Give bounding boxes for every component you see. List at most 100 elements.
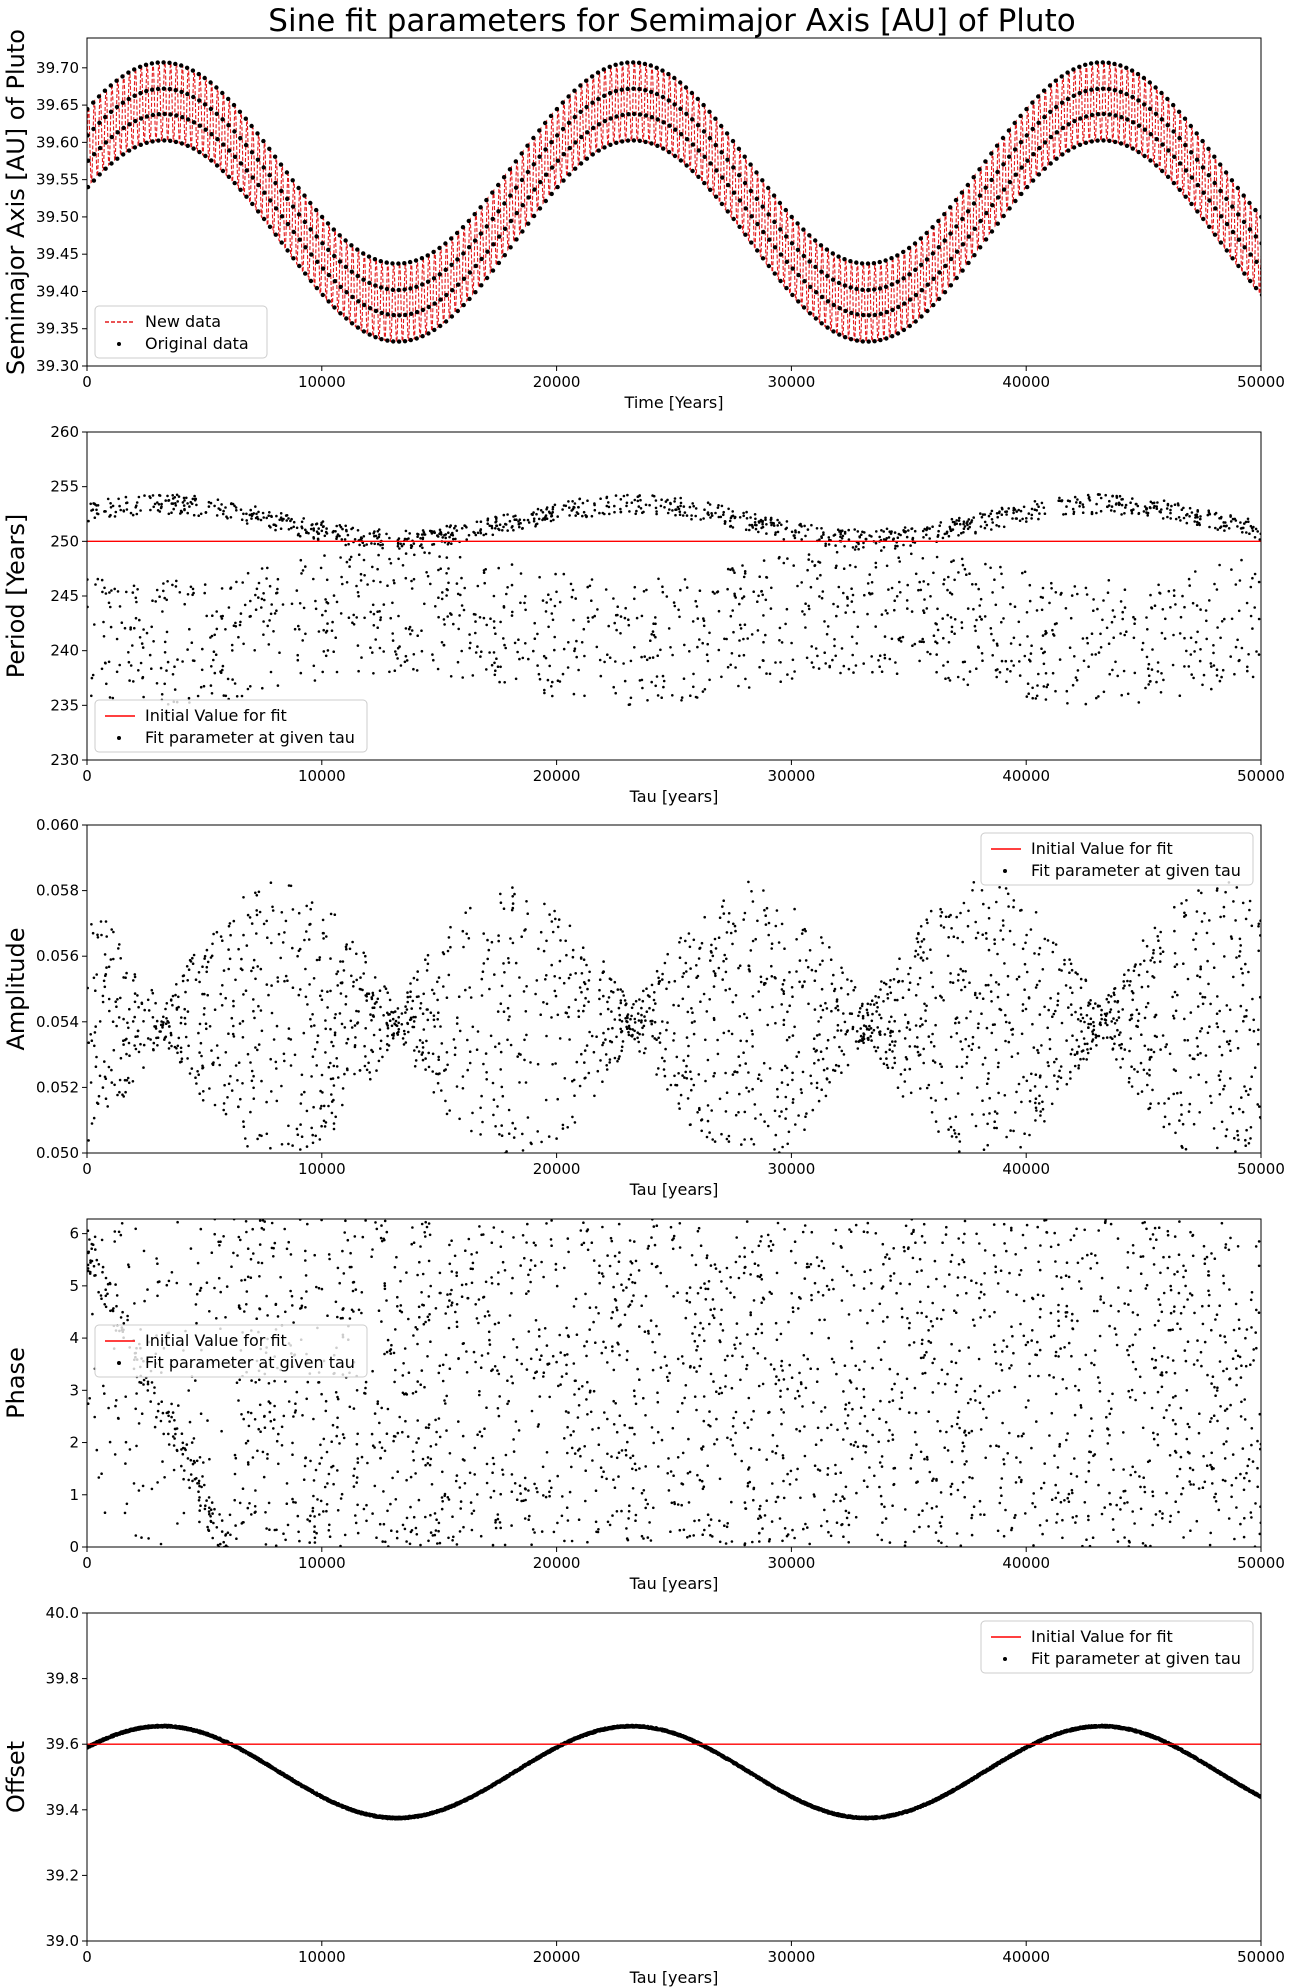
fit-parameter-point [1157,583,1160,587]
fit-parameter-point [289,1064,293,1067]
original-data-point [296,212,302,217]
fit-parameter-point [698,946,702,950]
fit-parameter-point [1109,509,1113,512]
fit-parameter-point [741,597,744,600]
fit-parameter-point [245,512,248,516]
fit-parameter-point [366,583,369,586]
fit-parameter-point [683,578,687,581]
fit-parameter-point [1159,1048,1162,1051]
original-data-point [1048,134,1054,140]
fit-parameter-point [1034,986,1038,989]
fit-parameter-point [511,902,515,905]
fit-parameter-point [499,901,503,904]
fit-parameter-point [329,957,332,960]
original-data-point [837,306,842,311]
fit-parameter-point [318,956,322,959]
fit-parameter-point [879,988,882,991]
fit-parameter-point [229,933,232,937]
fit-parameter-point [270,941,273,945]
fit-parameter-point [173,665,176,668]
fit-parameter-point [690,517,693,521]
fit-parameter-point [692,504,695,508]
fit-parameter-point [345,947,348,951]
original-data-point [1130,146,1136,151]
original-data-point [696,148,701,153]
fit-parameter-point [135,600,138,604]
original-data-point [1201,190,1206,195]
fit-parameter-point [622,494,626,498]
fit-parameter-point [753,513,757,516]
fit-parameter-point [944,915,948,919]
original-data-point [854,286,859,292]
fit-parameter-point [772,524,776,527]
original-data-point [91,178,97,183]
fit-parameter-point [175,983,178,986]
fit-parameter-point [106,1105,109,1108]
fit-parameter-point [854,545,858,548]
fit-parameter-point [297,624,300,628]
fit-parameter-point [1201,683,1204,687]
fit-parameter-point [313,1024,316,1027]
fit-parameter-point [98,1020,102,1023]
fit-parameter-point [219,615,223,618]
fit-parameter-point [1123,973,1126,976]
original-data-point [613,62,618,67]
fit-parameter-point [677,1072,680,1075]
fit-parameter-point [782,538,786,541]
fit-parameter-point [731,942,734,946]
original-data-point [1118,141,1124,146]
original-data-point [420,334,425,339]
fit-parameter-point [189,960,193,963]
fit-parameter-point [957,571,960,574]
fit-parameter-point [402,1029,406,1033]
fit-parameter-point [565,953,568,957]
fit-parameter-point [1109,1008,1113,1011]
fit-parameter-point [1168,1122,1171,1126]
fit-parameter-point [510,614,514,617]
fit-parameter-point [382,603,386,606]
fit-parameter-point [965,573,968,576]
original-data-point [931,302,936,308]
fit-parameter-point [1027,996,1031,1000]
fit-parameter-point [416,535,419,538]
original-data-point [1001,162,1006,167]
fit-parameter-point [102,635,106,638]
fit-parameter-point [924,1019,927,1023]
fit-parameter-point [521,656,525,660]
fit-parameter-point [1204,1054,1208,1057]
original-data-point [362,302,367,308]
fit-parameter-point [1194,640,1198,644]
fit-parameter-point [414,1059,418,1062]
fit-parameter-point [945,530,949,534]
fit-parameter-point [516,650,519,654]
fit-parameter-point [713,972,717,975]
original-data-point [977,193,983,198]
fit-parameter-point [209,501,213,505]
fit-parameter-point [369,1013,372,1016]
fit-parameter-point [503,643,506,647]
original-data-point [519,151,524,156]
fit-parameter-point [158,595,161,598]
fit-parameter-point [156,1036,160,1039]
fit-parameter-point [626,493,629,497]
fit-parameter-point [778,639,781,642]
fit-parameter-point [327,1104,330,1108]
original-data-point [496,209,501,214]
fit-parameter-point [423,533,427,536]
fit-parameter-point [588,1030,591,1034]
fit-parameter-point [1224,1134,1228,1138]
fit-parameter-point [1250,924,1254,928]
fit-parameter-point [373,530,376,533]
x-axis-label: Time [Years] [624,393,724,412]
original-data-point [1188,123,1194,129]
fit-parameter-point [261,511,265,515]
fit-parameter-point [122,1043,125,1046]
original-data-point [936,296,942,302]
original-data-point [1153,85,1158,90]
fit-parameter-point [1073,1053,1077,1056]
fit-parameter-point [642,989,645,993]
fit-parameter-point [893,1056,896,1060]
fit-parameter-point [1044,629,1047,633]
fit-parameter-point [269,612,273,616]
